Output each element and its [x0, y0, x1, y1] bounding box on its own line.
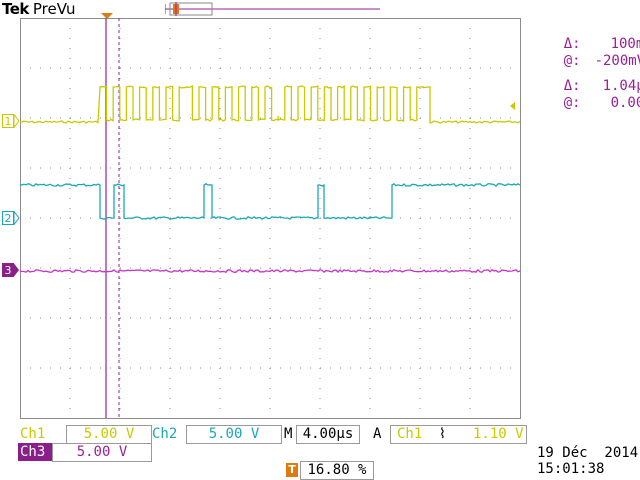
ch1-waveform: [20, 84, 521, 124]
ch1-marker-label: 1: [5, 115, 12, 128]
ch1-ground-marker[interactable]: 1: [2, 114, 20, 128]
ch3-waveform: [20, 268, 521, 274]
ch1-label[interactable]: Ch1: [20, 426, 46, 442]
timebase-value: 4.00µs: [302, 426, 354, 442]
ch2-ground-marker[interactable]: 2: [2, 211, 20, 225]
date-display: 19 Déc 2014: [537, 445, 639, 461]
waveform-graticule: [20, 18, 521, 419]
trigger-mode: A: [373, 426, 382, 442]
trigger-source: Ch1: [397, 426, 423, 442]
ch2-scale: 5.00 V: [208, 426, 260, 442]
timebase-prefix: M: [284, 426, 293, 442]
brand-logo: Tek: [2, 0, 29, 18]
ch1-scale: 5.00 V: [83, 426, 135, 442]
trigger-position-icon: T: [286, 463, 298, 477]
time-display: 15:01:38: [537, 461, 605, 477]
delta-v-label: Δ:: [563, 36, 581, 52]
at-v-label: @:: [563, 53, 581, 69]
delta-t-label: Δ:: [563, 78, 581, 94]
ch2-waveform: [20, 182, 521, 220]
timebase-box[interactable]: 4.00µs: [296, 425, 360, 444]
at-v-value: -200mV: [594, 53, 640, 69]
ch1-scale-box[interactable]: 5.00 V: [66, 425, 152, 444]
trigger-position-value: 16.80 %: [307, 462, 367, 478]
mode-label: PreVu: [32, 0, 76, 18]
ch3-label[interactable]: Ch3: [18, 443, 52, 461]
ch3-scale-box[interactable]: 5.00 V: [52, 443, 152, 462]
brand-header: Tek PreVu: [2, 0, 76, 18]
ch3-scale: 5.00 V: [76, 444, 128, 460]
ch3-marker-label: 3: [5, 264, 12, 277]
at-t-label: @:: [563, 95, 581, 111]
delta-t-value: 1.04µs: [602, 78, 640, 94]
ch2-scale-box[interactable]: 5.00 V: [186, 425, 282, 444]
trigger-slope-icon: ⌇: [439, 426, 446, 442]
ch1-trigger-level-icon: [510, 102, 515, 110]
at-t-value: 0.00 s: [610, 95, 640, 111]
delta-v-value: 100mV: [610, 36, 640, 52]
trigger-level: 1.10 V: [473, 426, 524, 442]
trigger-settings-box[interactable]: Ch1 ⌇ 1.10 V: [390, 425, 527, 444]
trigger-position-box[interactable]: 16.80 %: [300, 461, 374, 480]
ch2-marker-label: 2: [5, 212, 12, 225]
ch2-label[interactable]: Ch2: [152, 426, 178, 442]
ch3-ground-marker[interactable]: 3: [2, 263, 20, 277]
record-position-bar[interactable]: [165, 2, 380, 16]
